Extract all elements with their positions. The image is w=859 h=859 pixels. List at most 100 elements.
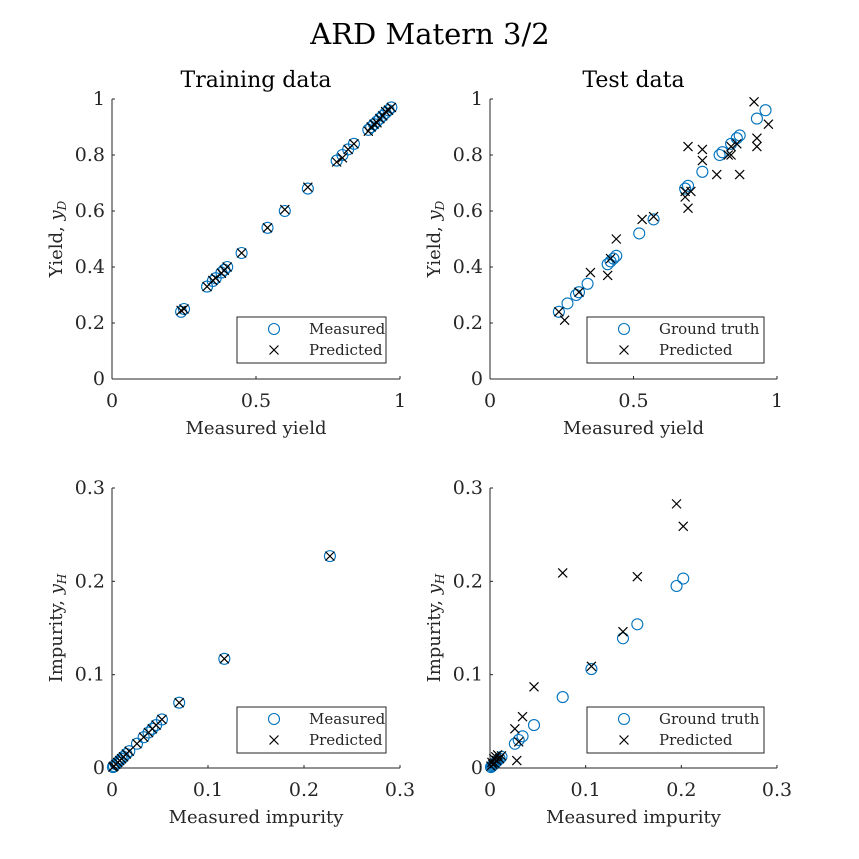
data-point-cross [236,248,247,258]
data-point-circle [218,652,231,665]
data-point-cross [222,262,233,272]
y-tick-label: 0.2 [75,312,105,334]
data-point-cross [671,498,682,509]
legend-box [236,316,387,364]
data-point-circle [631,618,644,631]
legend-marker-circle [267,712,281,726]
data-point-circle [581,277,594,290]
data-point-cross [496,750,507,761]
y-axis-label-subscript: D [433,200,447,211]
data-point-circle [142,726,155,739]
data-point-cross [302,182,313,193]
panel-title: Test data [582,68,684,93]
y-axis-label-text: Yield, [424,221,445,279]
data-point-cross [585,267,596,278]
data-point-cross [559,315,570,326]
x-tick-label: 0 [484,779,496,801]
legend-marker-cross [269,345,279,355]
y-tick-label: 0.4 [75,256,105,278]
data-point-cross [697,144,708,155]
data-point-circle [235,246,248,260]
y-tick-label: 0.4 [453,256,483,278]
x-axis-label: Measured yield [185,418,326,439]
x-tick-label: 0.1 [193,779,223,801]
data-point-cross [553,306,564,317]
y-tick-label: 0 [93,757,105,779]
data-point-cross [637,214,648,225]
legend-label: Ground truth [659,710,760,728]
data-point-cross [176,305,187,316]
y-tick-label: 0.8 [75,144,105,166]
panel-bottom-left: 0 0.1 0.2 0.3 0 0.1 0.2 0.3 Measured impurity Imp… [46,477,415,828]
data-point-cross [372,117,382,128]
legend-label: Ground truth [659,320,760,338]
legend-box [586,706,765,754]
data-point-circle [527,719,541,732]
x-tick-label: 0.5 [241,390,271,412]
y-tick-label: 0.3 [75,477,105,499]
data-point-cross [731,138,742,149]
legend-label: Predicted [309,731,383,749]
x-tick-label: 0.3 [385,779,415,801]
legend-marker-circle [617,712,631,726]
data-point-cross [574,287,584,298]
y-axis-label: Yield, yD [424,200,447,278]
data-point-circle [750,112,763,125]
x-tick-label: 0 [484,390,496,412]
y-axis-label-text: Impurity, [424,594,445,682]
data-point-cross [337,152,348,163]
legend-label: Predicted [659,731,733,749]
legend-label: Predicted [659,341,733,359]
data-point-cross [685,186,696,197]
y-tick-label: 0.1 [75,664,105,686]
data-point-circle [633,227,646,240]
panel-bottom-right: 0 0.1 0.2 0.3 0 0.1 0.2 0.3 Measured impurity Imp… [424,477,792,828]
x-tick-label: 0.5 [618,390,648,412]
legend-label: Measured [309,320,386,338]
data-point-cross [324,551,335,562]
data-point-cross [386,102,397,113]
x-tick-label: 0.3 [762,779,792,801]
panels: Training data 0 0.5 1 0 0.2 0.4 0.6 0.8 1 Measured… [46,68,792,828]
x-tick-label: 0 [106,779,118,801]
legend: Ground truth Predicted [586,316,765,364]
y-tick-label: 0 [471,757,483,779]
y-axis-label-text: Yield, [46,221,67,279]
x-axis-label: Measured impurity [169,807,345,828]
data-point-cross [602,270,613,281]
data-point-cross [751,141,762,152]
y-axis-label-subscript: H [55,573,69,585]
y-tick-label: 0 [471,368,483,390]
y-axis-label-text: Impurity, [46,594,67,682]
data-point-cross [648,211,659,222]
data-point-cross [726,141,737,152]
data-point-circle [155,713,168,726]
data-point-circle [552,305,565,318]
legend-marker-cross [269,735,279,745]
y-tick-label: 0.1 [453,664,483,686]
data-point-cross [611,234,622,244]
data-point-cross [749,96,759,107]
data-point-cross [678,521,689,532]
data-point-cross [697,155,708,166]
legend-marker-cross [619,735,629,745]
y-tick-label: 0.8 [453,144,483,166]
series-crosses [553,96,774,326]
data-point-cross [262,222,273,233]
data-point-cross [124,746,135,757]
data-point-circle [670,579,683,593]
data-point-cross [726,150,737,160]
data-point-circle [261,221,274,234]
data-point-circle [585,663,598,676]
data-point-cross [279,204,290,215]
data-point-circle [647,213,660,226]
data-point-cross [683,203,693,214]
data-point-circle [113,754,126,767]
data-point-circle [512,733,525,747]
x-tick-label: 0.2 [289,779,319,801]
legend: Measured Predicted [236,706,387,754]
data-point-circle [146,722,159,735]
data-point-cross [517,711,528,722]
data-point-circle [733,129,746,142]
